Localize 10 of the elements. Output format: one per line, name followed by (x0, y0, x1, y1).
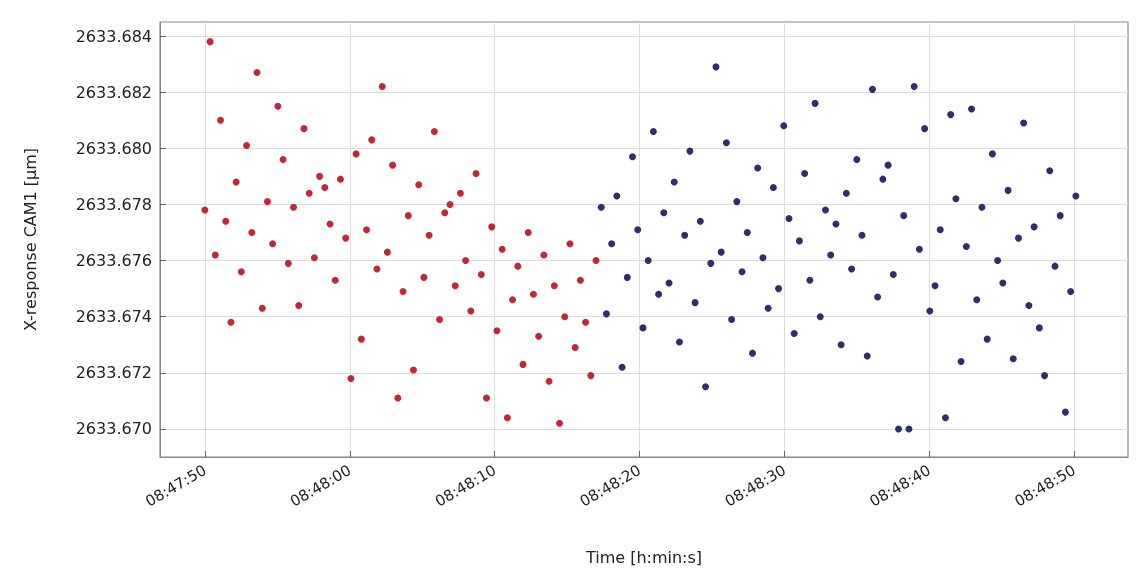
y-axis-title: X-response CAM1 [μm] (20, 147, 40, 332)
y-tick-label: 2633.682 (75, 82, 152, 102)
y-tick-label: 2633.678 (75, 194, 152, 214)
y-tick-label: 2633.672 (75, 363, 152, 383)
y-tick-label: 2633.674 (75, 307, 152, 327)
y-tick-label: 2633.676 (75, 251, 152, 271)
y-tick-label: 2633.684 (75, 26, 152, 46)
y-tick-label: 2633.670 (75, 419, 152, 439)
x-axis-title: Time [h:min:s] (584, 547, 703, 567)
y-tick-label: 2633.680 (75, 138, 152, 158)
